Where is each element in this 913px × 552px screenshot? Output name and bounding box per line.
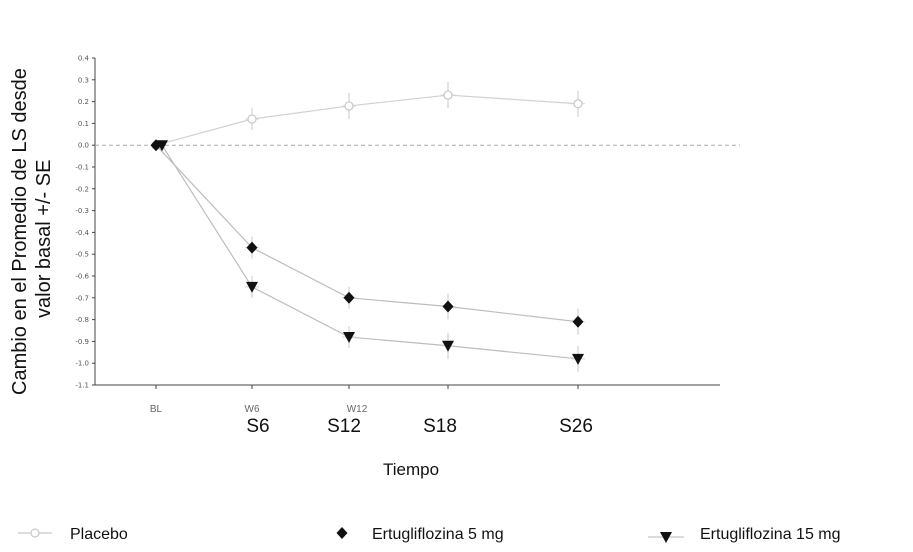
series-layer (150, 81, 585, 372)
series-open-circle (151, 81, 585, 150)
series-triangle-down (156, 140, 585, 372)
y-tick-label: 0.3 (78, 76, 89, 84)
series-line (155, 144, 579, 323)
y-tick-label: 0.2 (78, 98, 89, 106)
axes: 0.4 0.3 0.2 0.1 0.0 -0.1 -0.2 -0.3 -0.4 -0.5 -0.6 -… (75, 55, 720, 390)
y-tick-label: -0.4 (75, 229, 89, 237)
y-tick-label: -0.7 (75, 294, 89, 302)
x-category-label: S6 (246, 416, 269, 437)
ertugliflozin-5mg-marker (343, 291, 355, 304)
x-category-label: S26 (559, 416, 593, 437)
y-tick-label: -1.0 (75, 360, 89, 368)
ertugliflozin-5mg-marker (572, 315, 584, 328)
legend-label: Ertugliflozina 15 mg (700, 526, 841, 543)
y-tick-label: 0.1 (78, 120, 89, 128)
ertugliflozin-15mg-marker (156, 140, 168, 152)
y-tick-label: -0.5 (75, 251, 89, 259)
placebo-marker (344, 101, 354, 111)
y-tick-label: 0.4 (78, 55, 90, 63)
y-tick-label: -0.6 (75, 273, 89, 281)
x-tick-code-label: BL (150, 404, 163, 415)
x-tick-code-label: W12 (347, 404, 368, 415)
placebo-marker (443, 90, 453, 100)
ertugliflozin-15mg-marker (442, 340, 454, 352)
series-line (161, 144, 579, 360)
legend-diamond-marker (336, 527, 348, 539)
ertugliflozin-5mg-marker (442, 300, 454, 313)
y-tick-label: -0.1 (75, 164, 89, 172)
x-tick-code-label: W6 (245, 404, 260, 415)
y-axis-title-line-2: valor basal +/- SE (33, 160, 55, 318)
x-category-label: S18 (423, 416, 457, 437)
ertugliflozin-15mg-marker (343, 332, 355, 344)
x-axis-title: Tiempo (383, 460, 439, 479)
placebo-marker (573, 99, 583, 109)
y-axis-title-line-1: Cambio en el Promedio de LS desde (9, 68, 31, 395)
legend: Placebo Ertugliflozina 5 mg Ertugliflozina… (18, 526, 841, 543)
x-category-label: S12 (327, 416, 361, 437)
ertugliflozin-15mg-marker (572, 353, 584, 365)
series-diamond (150, 139, 585, 335)
legend-label: Ertugliflozina 5 mg (372, 526, 504, 543)
series-line (155, 94, 579, 146)
x-axis-labels: BL W6 W12 S6 S12 S18 S26 (150, 404, 593, 437)
legend-triangle-marker (660, 532, 672, 543)
ertugliflozin-15mg-marker (246, 281, 258, 293)
y-tick-label: -0.2 (75, 185, 89, 193)
y-tick-label: -0.8 (75, 316, 89, 324)
y-tick-label: 0.0 (78, 142, 89, 150)
y-tick-label: -1.1 (75, 382, 89, 390)
y-tick-label: -0.9 (75, 338, 89, 346)
y-tick-label: -0.3 (75, 207, 89, 215)
placebo-marker (247, 114, 257, 124)
legend-placebo-marker (30, 528, 40, 538)
legend-label: Placebo (70, 526, 128, 543)
ertugliflozin-5mg-marker (246, 241, 258, 254)
